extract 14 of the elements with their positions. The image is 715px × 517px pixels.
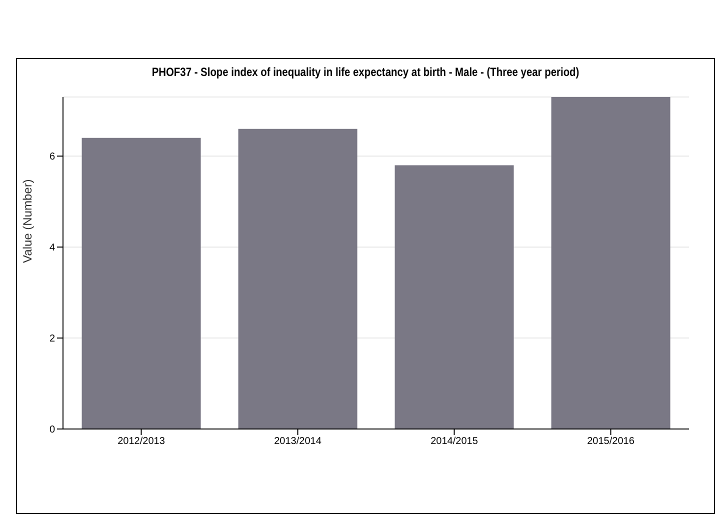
x-tick-label: 2013/2014 xyxy=(274,436,322,448)
y-tick-label: 2 xyxy=(49,334,56,345)
y-axis-title: Value (Number) xyxy=(20,179,34,263)
chart-title: PHOF37 - Slope index of inequality in life expectancy at birth - Male - (Three year period) xyxy=(150,65,580,79)
y-tick-label: 6 xyxy=(49,152,56,163)
y-tick-label: 0 xyxy=(49,424,56,436)
x-tick-label: 2015/2016 xyxy=(587,436,635,448)
bar xyxy=(394,165,514,429)
x-tick-label: 2012/2013 xyxy=(118,436,166,448)
x-tick-label: 2014/2015 xyxy=(430,436,478,448)
bar xyxy=(551,97,670,429)
bar xyxy=(82,138,201,429)
y-tick-label: 4 xyxy=(49,242,56,254)
bar xyxy=(238,128,358,429)
